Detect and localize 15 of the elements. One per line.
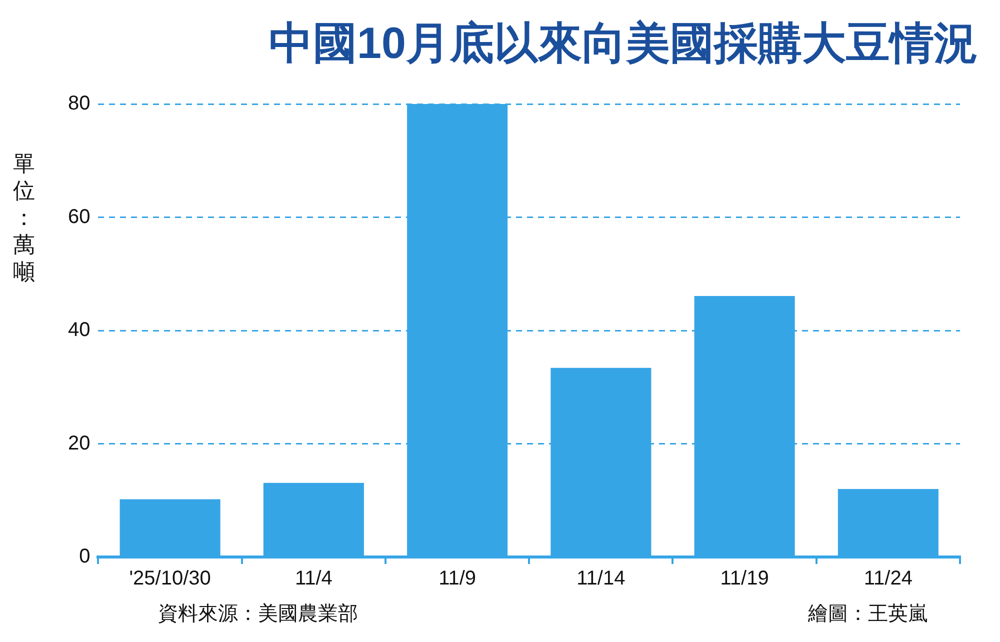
y-tick-label: 80 [68, 92, 90, 115]
x-tick-label: 11/4 [294, 568, 332, 590]
x-tick-label: 11/19 [720, 568, 769, 590]
text: 繪圖：王英嵐 [808, 602, 928, 627]
source-note: 資料來源：美國農業部 [158, 602, 358, 627]
x-tick-label: 11/14 [576, 568, 626, 590]
x-tick-label: 11/9 [438, 568, 476, 590]
y-axis-title: 單位：萬噸 [12, 150, 36, 285]
x-tick-label: '25/10/30 [129, 568, 211, 590]
y-tick-label: 20 [68, 432, 90, 454]
y-tick-label: 40 [68, 319, 90, 342]
y-tick-label: 0 [79, 546, 90, 568]
x-tick-label: 11/24 [864, 568, 912, 590]
y-tick-label: 60 [68, 206, 90, 228]
chart-title: 中國10月底以來向美國採購大豆情況 [269, 18, 978, 70]
